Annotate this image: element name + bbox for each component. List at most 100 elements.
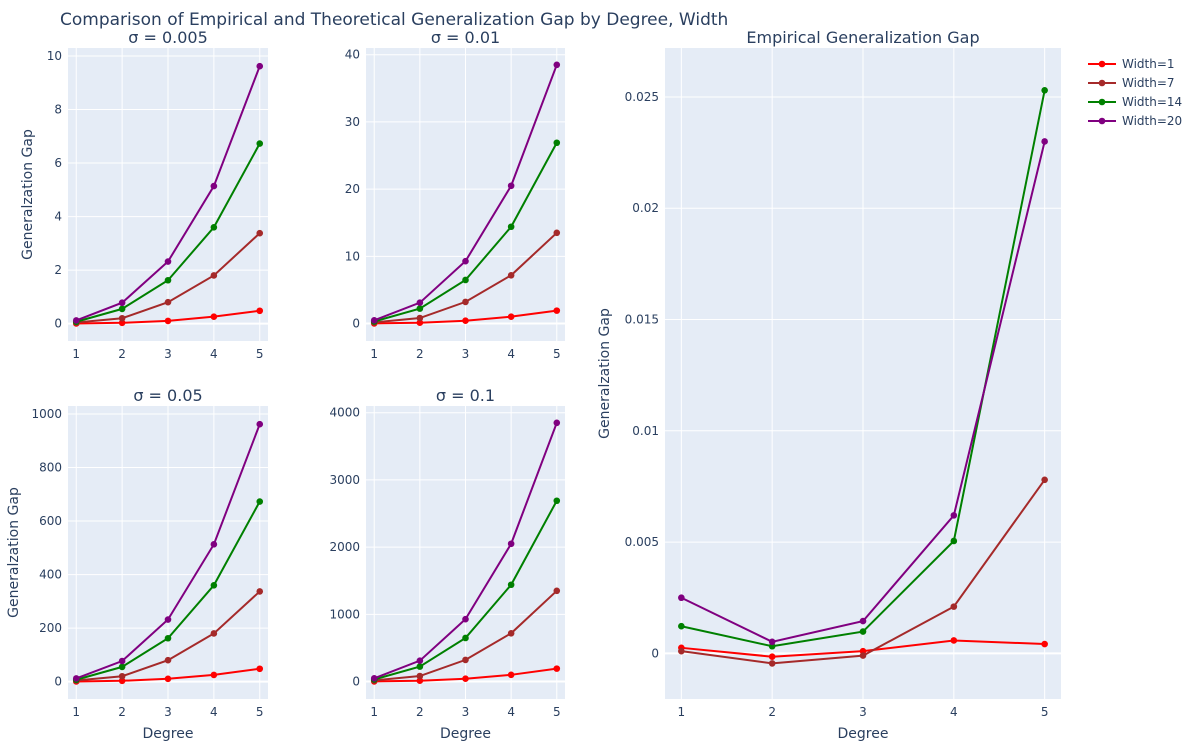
data-point — [859, 617, 867, 625]
data-point — [210, 182, 218, 190]
data-point — [507, 182, 515, 190]
x-tick-label: 1 — [370, 705, 378, 719]
y-tick-label: 0 — [54, 317, 62, 331]
data-point — [507, 271, 515, 279]
data-point — [859, 652, 867, 659]
y-tick-label: 0 — [651, 646, 659, 660]
x-tick-label: 4 — [507, 705, 515, 719]
data-point — [118, 672, 126, 680]
data-point — [859, 628, 867, 635]
legend-item[interactable]: Width=20 — [1088, 114, 1182, 128]
data-point — [118, 657, 126, 665]
subplot-title: σ = 0.05 — [133, 386, 202, 405]
legend-item[interactable]: Width=1 — [1088, 57, 1175, 71]
x-tick-label: 3 — [462, 705, 470, 719]
data-point — [164, 276, 172, 284]
data-point — [462, 317, 469, 325]
data-point — [462, 276, 469, 284]
x-tick-label: 3 — [164, 705, 172, 719]
data-point — [210, 223, 218, 231]
x-tick-label: 4 — [210, 705, 218, 719]
data-point — [462, 257, 469, 265]
y-tick-label: 0.015 — [625, 313, 659, 327]
data-point — [950, 637, 958, 644]
data-point — [416, 305, 424, 312]
legend-item[interactable]: Width=14 — [1088, 95, 1182, 109]
data-point — [210, 581, 218, 589]
x-tick-label: 5 — [553, 347, 561, 361]
x-axis-title: Degree — [838, 726, 889, 742]
data-point — [416, 657, 424, 664]
data-point — [370, 317, 378, 324]
data-point — [416, 672, 424, 680]
legend-swatch-marker — [1098, 79, 1106, 87]
x-tick-label: 3 — [164, 347, 172, 361]
x-tick-label: 5 — [256, 705, 264, 719]
data-point — [462, 656, 469, 664]
y-tick-label: 40 — [345, 48, 360, 62]
y-tick-label: 4000 — [329, 406, 360, 420]
data-point — [1041, 476, 1048, 484]
data-point — [416, 319, 424, 327]
x-tick-label: 5 — [256, 347, 264, 361]
data-point — [416, 299, 424, 306]
subplot-2: 1 2 3 4 5 0 200 400 600 800 1000 σ = 0.05 Generalzat… — [6, 386, 268, 742]
data-point — [950, 512, 958, 519]
data-point — [553, 229, 561, 237]
data-point — [678, 594, 685, 602]
y-axis-title: Generalzation Gap — [597, 308, 613, 439]
x-tick-label: 2 — [416, 347, 424, 361]
data-point — [507, 540, 515, 548]
y-tick-label: 0 — [352, 317, 360, 331]
subplot-4: 1 2 3 4 5 0 0.005 0.01 0.015 0.02 0.025 Empirical G… — [597, 28, 1061, 742]
legend-swatch-marker — [1098, 60, 1106, 68]
data-point — [553, 307, 561, 314]
legend: Width=1 Width=7 Width=14 Width=20 — [1088, 57, 1182, 128]
subplot-title: σ = 0.1 — [436, 386, 495, 405]
data-point — [678, 647, 685, 655]
data-point — [256, 62, 264, 70]
data-point — [462, 675, 469, 683]
data-point — [950, 537, 958, 545]
data-point — [118, 319, 126, 327]
y-axis-title: Generalzation Gap — [20, 129, 36, 260]
y-tick-label: 0 — [352, 675, 360, 689]
x-tick-label: 4 — [210, 347, 218, 361]
data-point — [164, 634, 172, 642]
legend-swatch-marker — [1098, 98, 1106, 106]
legend-label: Width=7 — [1122, 76, 1175, 90]
main-title: Comparison of Empirical and Theoretical … — [60, 10, 728, 30]
y-tick-label: 800 — [39, 461, 62, 475]
data-point — [118, 299, 126, 307]
subplot-title: Empirical Generalization Gap — [746, 28, 979, 47]
y-tick-label: 0.005 — [625, 535, 659, 549]
data-point — [164, 616, 172, 623]
x-tick-label: 2 — [118, 705, 126, 719]
y-tick-label: 4 — [54, 210, 62, 224]
legend-label: Width=1 — [1122, 57, 1175, 71]
x-tick-label: 1 — [72, 705, 80, 719]
y-tick-label: 0.01 — [632, 424, 659, 438]
x-tick-label: 4 — [507, 347, 515, 361]
x-tick-label: 1 — [72, 347, 80, 361]
legend-item[interactable]: Width=7 — [1088, 76, 1175, 90]
data-point — [553, 587, 561, 595]
x-tick-label: 3 — [462, 347, 470, 361]
x-tick-label: 1 — [678, 705, 686, 719]
y-tick-label: 10 — [47, 49, 62, 63]
data-point — [462, 298, 469, 306]
data-point — [118, 305, 126, 313]
data-point — [118, 663, 126, 671]
data-point — [72, 317, 80, 324]
data-point — [256, 140, 264, 147]
data-point — [118, 314, 126, 322]
y-tick-label: 6 — [54, 156, 62, 170]
y-tick-label: 8 — [54, 103, 62, 117]
data-point — [507, 581, 515, 589]
x-tick-label: 4 — [950, 705, 958, 719]
y-tick-label: 2000 — [329, 540, 360, 554]
data-point — [462, 634, 469, 642]
data-point — [256, 307, 264, 315]
y-tick-label: 400 — [39, 568, 62, 582]
